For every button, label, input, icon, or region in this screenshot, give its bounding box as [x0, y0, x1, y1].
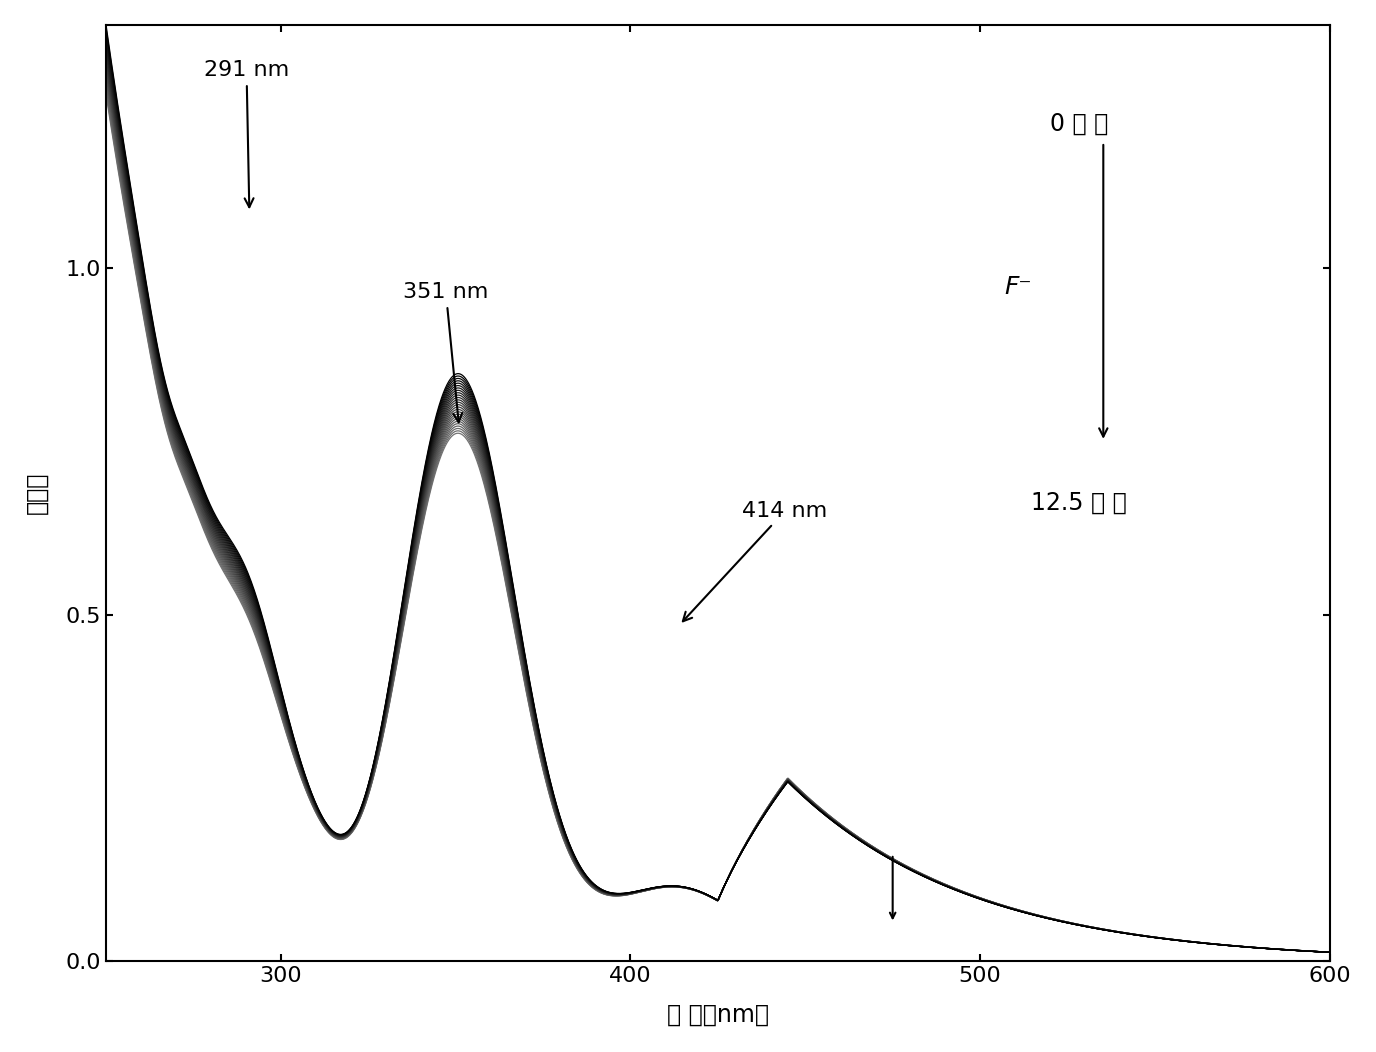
- Text: 12.5 当 量: 12.5 当 量: [1031, 490, 1127, 514]
- Y-axis label: 吸收度: 吸收度: [25, 472, 50, 514]
- Text: 414 nm: 414 nm: [682, 501, 827, 622]
- Text: F⁻: F⁻: [1004, 276, 1032, 299]
- Text: 291 nm: 291 nm: [204, 61, 289, 207]
- X-axis label: 波 长（nm）: 波 长（nm）: [667, 1003, 769, 1027]
- Text: 0 当 量: 0 当 量: [1050, 112, 1108, 136]
- Text: 351 nm: 351 nm: [403, 283, 488, 422]
